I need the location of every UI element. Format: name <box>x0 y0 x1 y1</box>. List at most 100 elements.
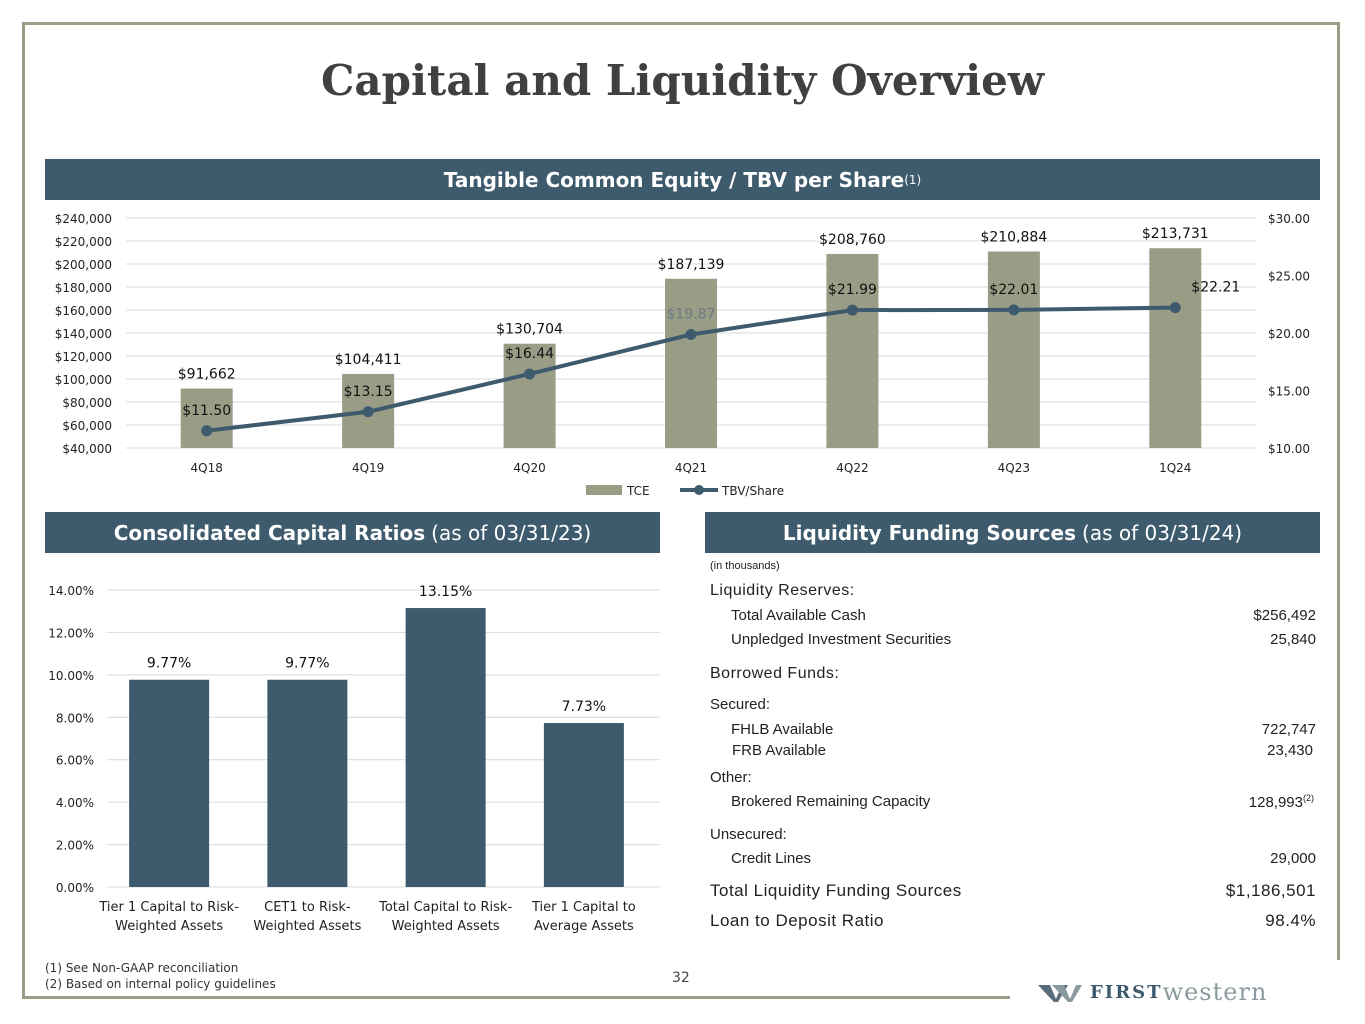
tbv-point <box>1169 302 1181 314</box>
tce-section-header: Tangible Common Equity / TBV per Share (1… <box>45 159 1320 200</box>
y-tick-label: $140,000 <box>55 327 112 341</box>
tbv-data-label: $16.44 <box>505 346 554 362</box>
x-tick-label: Weighted Assets <box>392 919 500 934</box>
y-tick-label: 0.00% <box>56 881 94 895</box>
tce-data-label: $208,760 <box>819 232 886 248</box>
y-tick-label: 10.00% <box>48 669 94 683</box>
legend-label-tce: TCE <box>626 484 650 498</box>
page-title: Capital and Liquidity Overview <box>320 56 1045 105</box>
x-tick-label: CET1 to Risk- <box>264 900 351 915</box>
x-tick-label: Average Assets <box>534 919 634 934</box>
ratio-data-label: 9.77% <box>285 656 329 672</box>
tbv-point <box>1008 304 1020 316</box>
tbv-data-label: $22.01 <box>989 282 1038 298</box>
page-number: 32 <box>672 970 690 986</box>
tbv-point <box>201 425 213 437</box>
y-tick-label: $220,000 <box>55 235 112 249</box>
y2-tick-label: $15.00 <box>1268 385 1310 399</box>
tce-data-label: $213,731 <box>1142 226 1209 242</box>
ratio-bar <box>267 679 348 887</box>
table-row: Total Available Cash $256,492 <box>706 607 1318 627</box>
footnote-1: (1) See Non-GAAP reconciliation <box>45 961 239 975</box>
footnote-2: (2) Based on internal policy guidelines <box>45 977 276 991</box>
fhlb-label: FHLB Available <box>731 721 834 738</box>
y-tick-label: 12.00% <box>48 626 94 640</box>
legend-swatch-tce <box>586 485 622 495</box>
frb-label: FRB Available <box>732 742 826 759</box>
y-tick-label: 6.00% <box>56 754 94 768</box>
y-tick-label: $80,000 <box>62 396 112 410</box>
total-cash-label: Total Available Cash <box>731 607 866 624</box>
tbv-point <box>685 328 697 340</box>
x-tick-label: 4Q22 <box>836 461 868 475</box>
liquidity-section-header: Liquidity Funding Sources (as of 03/31/24… <box>705 512 1320 553</box>
tce-chart: $40,000 $60,000 $80,000 $100,000 $120,000 $14… <box>55 212 1310 498</box>
tbv-data-label: $19.87 <box>667 306 716 322</box>
total-cash-value: $256,492 <box>1253 607 1316 624</box>
tbv-point <box>524 368 536 380</box>
capital-section-date: (as of 03/31/23) <box>431 520 592 545</box>
tce-data-label: $187,139 <box>658 257 725 273</box>
logo-mark-icon <box>1038 985 1082 1002</box>
borrowed-heading: Borrowed Funds: <box>710 665 840 682</box>
slide-frame <box>22 22 1340 999</box>
x-tick-label: Weighted Assets <box>115 919 223 934</box>
x-tick-label: 1Q24 <box>1159 461 1191 475</box>
capital-section-header: Consolidated Capital Ratios (as of 03/31/… <box>45 512 660 553</box>
company-logo: FIRST western <box>1038 978 1267 1006</box>
table-row: FRB Available 23,430 <box>706 742 1318 762</box>
y-tick-label: $160,000 <box>55 304 112 318</box>
x-tick-label: Tier 1 Capital to <box>531 900 636 915</box>
tce-data-label: $210,884 <box>980 229 1047 245</box>
liquidity-section-date: (as of 03/31/24) <box>1082 520 1243 545</box>
tbv-data-label: $13.15 <box>344 384 393 400</box>
ratio-data-label: 9.77% <box>147 656 191 672</box>
legend-label-tbv: TBV/Share <box>721 484 784 498</box>
y2-tick-label: $25.00 <box>1268 270 1310 284</box>
tbv-data-label: $22.21 <box>1191 280 1240 296</box>
y-tick-label: 8.00% <box>56 711 94 725</box>
table-row: FHLB Available 722,747 <box>706 721 1318 741</box>
y-tick-label: $240,000 <box>55 212 112 226</box>
fhlb-value: 722,747 <box>1261 721 1316 738</box>
x-tick-label: 4Q19 <box>352 461 384 475</box>
tce-data-label: $104,411 <box>335 352 402 368</box>
credit-label: Credit Lines <box>731 850 812 867</box>
units-note: (in thousands) <box>710 560 780 572</box>
table-row: Brokered Remaining Capacity 128,993(2) <box>706 793 1318 813</box>
tce-bar <box>503 343 556 448</box>
ratio-data-label: 13.15% <box>419 584 472 600</box>
logo-first: FIRST <box>1090 981 1163 1003</box>
y2-tick-label: $10.00 <box>1268 442 1310 456</box>
brokered-value: 128,993 <box>1248 794 1303 811</box>
tce-data-label: $91,662 <box>178 367 236 383</box>
ltd-value: 98.4% <box>1265 911 1316 930</box>
tce-data-label: $130,704 <box>496 322 563 338</box>
capital-ratio-chart: 0.00% 2.00% 4.00% 6.00% 8.00% 10.00% 12.00% 14.… <box>48 584 660 934</box>
x-tick-label: 4Q21 <box>675 461 707 475</box>
y-tick-label: $180,000 <box>55 281 112 295</box>
ratio-bar <box>405 608 486 887</box>
credit-value: 29,000 <box>1270 850 1316 867</box>
reserves-heading: Liquidity Reserves: <box>710 582 855 599</box>
y2-tick-label: $20.00 <box>1268 327 1310 341</box>
brokered-sup: (2) <box>1303 793 1314 803</box>
y-tick-label: $100,000 <box>55 373 112 387</box>
y-tick-label: $60,000 <box>62 419 112 433</box>
tce-bar <box>826 253 879 448</box>
total-label: Total Liquidity Funding Sources <box>710 881 962 900</box>
total-value: $1,186,501 <box>1225 881 1316 900</box>
x-tick-label: 4Q18 <box>191 461 223 475</box>
y-tick-label: $120,000 <box>55 350 112 364</box>
x-tick-label: Weighted Assets <box>253 919 361 934</box>
unpledged-value: 25,840 <box>1270 631 1316 648</box>
other-heading: Other: <box>710 769 752 786</box>
y-tick-label: 14.00% <box>48 584 94 598</box>
ratio-bar <box>129 679 210 887</box>
unpledged-label: Unpledged Investment Securities <box>731 631 952 648</box>
logo-western: western <box>1162 978 1268 1006</box>
ratio-bar <box>543 723 624 887</box>
tbv-data-label: $11.50 <box>182 403 231 419</box>
tce-bar <box>1149 248 1202 448</box>
tce-bar <box>987 251 1040 448</box>
